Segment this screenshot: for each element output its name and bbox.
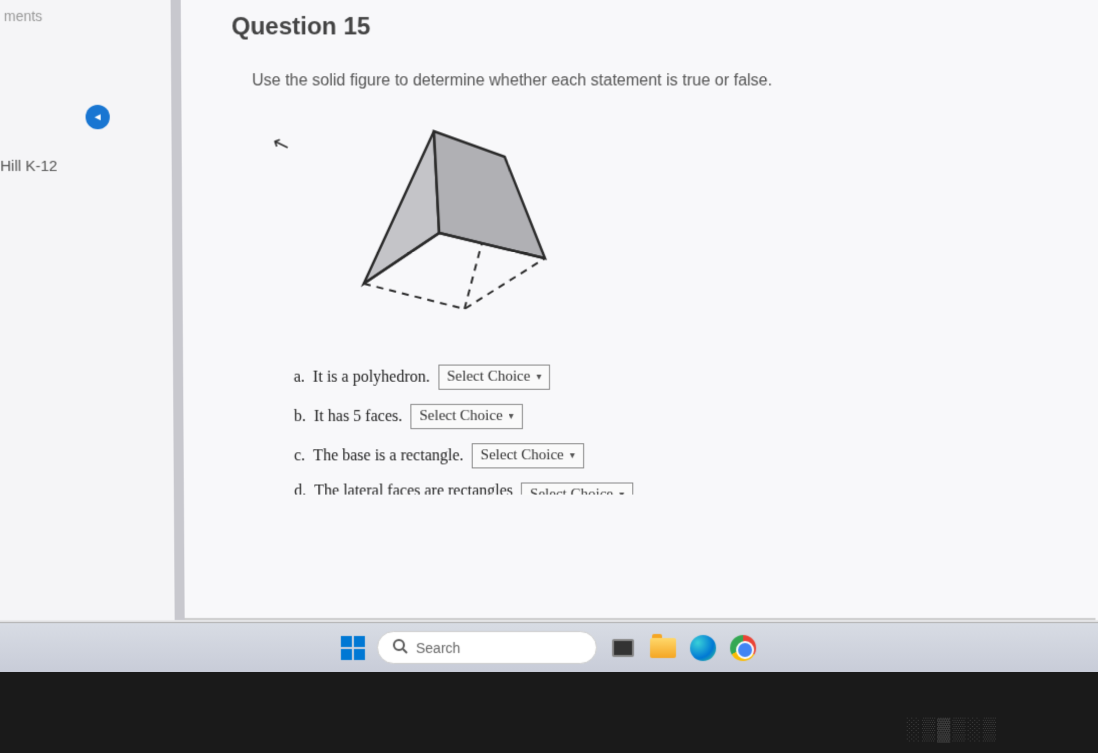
statement-a: a. It is a polyhedron. Select Choice ▾: [294, 365, 1061, 390]
statement-c-select[interactable]: Select Choice ▾: [472, 443, 584, 468]
chevron-down-icon: ▾: [619, 490, 624, 495]
taskbar-search[interactable]: Search: [377, 631, 597, 664]
statement-d: d. The lateral faces are rectangles Sele…: [294, 483, 1059, 495]
question-title: Question 15: [231, 13, 1063, 42]
status-badge-icon[interactable]: [85, 105, 109, 129]
statement-b-label: b.: [294, 407, 306, 425]
question-prompt: Use the solid figure to determine whethe…: [252, 72, 1063, 90]
chevron-down-icon: ▾: [570, 450, 575, 461]
cursor-icon: ↖: [269, 129, 294, 159]
statement-d-select-text: Select Choice: [530, 487, 613, 495]
statement-a-select[interactable]: Select Choice ▾: [438, 365, 551, 390]
content-bottom-divider: [185, 618, 1096, 620]
reflection-glare: ░▒▓▒░▒: [907, 718, 998, 743]
sidebar: ments Hill K-12: [0, 0, 175, 620]
taskview-icon[interactable]: [609, 633, 637, 661]
screen-area: ments Hill K-12 Question 15 Use the soli…: [0, 0, 1098, 670]
windows-start-icon[interactable]: [341, 636, 365, 660]
statement-c-select-text: Select Choice: [481, 447, 564, 464]
statement-c: c. The base is a rectangle. Select Choic…: [294, 443, 1060, 468]
prism-figure: [323, 121, 565, 324]
statement-b-select-text: Select Choice: [419, 408, 502, 425]
below-screen-dark: ░▒▓▒░▒: [0, 672, 1098, 753]
file-explorer-icon[interactable]: [649, 633, 677, 661]
statement-d-select[interactable]: Select Choice ▾: [521, 483, 633, 495]
statement-d-label: d.: [294, 483, 306, 495]
chevron-down-icon: ▾: [509, 411, 514, 422]
statement-c-text: The base is a rectangle.: [313, 447, 463, 465]
statement-c-label: c.: [294, 447, 305, 465]
content-area: Question 15 Use the solid figure to dete…: [181, 0, 1098, 620]
statements-list: a. It is a polyhedron. Select Choice ▾ b…: [294, 365, 1061, 495]
edge-browser-icon[interactable]: [689, 633, 717, 661]
search-icon: [392, 638, 408, 657]
statement-b-text: It has 5 faces.: [314, 407, 402, 425]
prism-side-rect: [434, 131, 545, 258]
figure-container: ↖: [272, 121, 1063, 334]
sidebar-brand-label: Hill K-12: [0, 158, 57, 175]
taskbar-search-placeholder: Search: [416, 640, 460, 656]
statement-a-select-text: Select Choice: [447, 369, 530, 386]
taskbar[interactable]: Search: [0, 622, 1098, 672]
statement-a-label: a.: [294, 368, 305, 386]
prism-front-triangle: [363, 131, 439, 283]
sidebar-top-cut-text: ments: [0, 3, 171, 24]
statement-a-text: It is a polyhedron.: [313, 368, 430, 386]
statement-d-text: The lateral faces are rectangles: [314, 483, 513, 495]
chrome-browser-icon[interactable]: [729, 633, 757, 661]
statement-b-select[interactable]: Select Choice ▾: [410, 404, 522, 429]
statement-b: b. It has 5 faces. Select Choice ▾: [294, 404, 1061, 429]
chevron-down-icon: ▾: [536, 372, 541, 383]
